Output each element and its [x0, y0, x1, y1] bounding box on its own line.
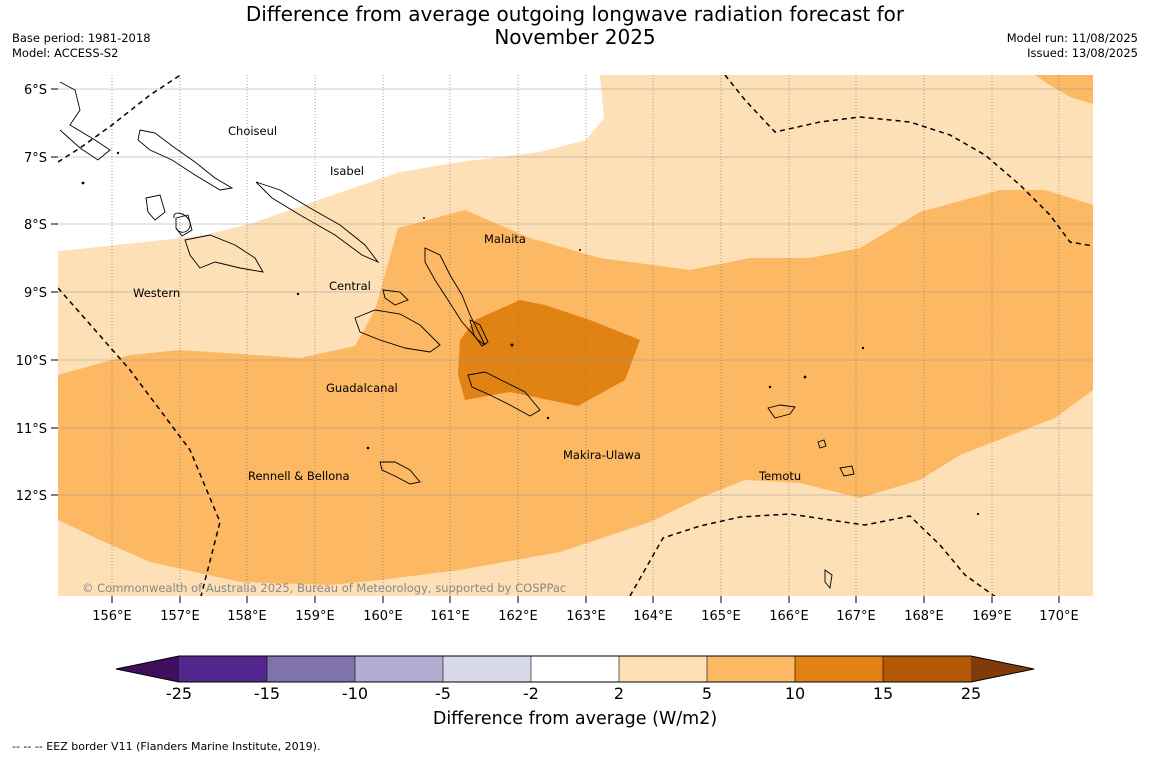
lon-label: 159°E: [295, 609, 335, 624]
small-malaita-island: [469, 319, 489, 347]
small-islets: [81, 151, 980, 516]
colorbar-segment: [795, 656, 883, 682]
latitude-ticks: [51, 88, 58, 496]
meta-left: Base period: 1981-2018 Model: ACCESS-S2: [12, 31, 151, 61]
map-plot-area: [58, 75, 1093, 596]
lat-label: 7°S: [24, 151, 47, 166]
lon-label: 157°E: [160, 609, 200, 624]
colorbar-segment: [707, 656, 795, 682]
province-labels: Choiseul Isabel Malaita Western Central …: [133, 124, 801, 483]
colorbar: [115, 655, 1035, 683]
lon-label: 166°E: [769, 609, 809, 624]
issued-date: Issued: 13/08/2025: [1027, 46, 1138, 60]
colorbar-tick-label: -5: [435, 684, 451, 703]
lon-label: 160°E: [363, 609, 403, 624]
lon-label: 162°E: [498, 609, 538, 624]
colorbar-tick-label: 25: [960, 684, 982, 703]
southern-islet: [824, 569, 833, 590]
lat-label: 6°S: [24, 83, 47, 98]
lon-label: 168°E: [904, 609, 944, 624]
anomaly-band-neutral: [58, 75, 604, 251]
colorbar-arrow-min: [116, 656, 179, 682]
florida-islands: [382, 289, 409, 306]
lon-label: 165°E: [701, 609, 741, 624]
islands: [59, 81, 855, 590]
colorbar-tick-label: 10: [784, 684, 806, 703]
colorbar-outline: [115, 655, 1035, 683]
lon-label: 163°E: [566, 609, 606, 624]
kolombangara-island: [175, 214, 193, 237]
colorbar-segment: [179, 656, 267, 682]
lon-label: 169°E: [972, 609, 1012, 624]
anomaly-patch-ne: [1035, 75, 1093, 104]
colorbar-title: Difference from average (W/m2): [432, 709, 718, 729]
lat-label: 11°S: [16, 422, 47, 437]
meta-right: Model run: 11/08/2025 Issued: 13/08/2025: [1007, 31, 1138, 61]
lat-label: 8°S: [24, 218, 47, 233]
anomaly-band-10-15: [458, 300, 640, 406]
vella-lavella-island: [145, 194, 166, 221]
colorbar-tick-label: -15: [253, 684, 281, 703]
colorbar-tick-label: -25: [165, 684, 193, 703]
lat-label: 10°S: [16, 354, 47, 369]
lon-label: 156°E: [92, 609, 132, 624]
colorbar-tick-label: 5: [701, 684, 713, 703]
province-label-rennell-bellona: Rennell & Bellona: [248, 469, 350, 483]
colorbar-segment: [355, 656, 443, 682]
chart-title: Difference from average outgoing longwav…: [0, 3, 1150, 49]
eez-legend-note: -- -- -- EEZ border V11 (Flanders Marine…: [12, 740, 321, 753]
longitude-labels: 156°E 157°E 158°E 159°E 160°E 161°E 162°…: [92, 609, 1079, 624]
lat-label: 9°S: [24, 286, 47, 301]
rennell-island: [379, 461, 421, 485]
latitude-gridlines: [58, 88, 1093, 496]
gizo-island: [173, 212, 191, 233]
longitude-ticks: [111, 596, 1060, 603]
province-label-choiseul: Choiseul: [228, 124, 277, 138]
province-label-western: Western: [133, 286, 180, 300]
province-label-guadalcanal: Guadalcanal: [326, 381, 398, 395]
lon-label: 167°E: [836, 609, 876, 624]
colorbar-tick-label: -10: [341, 684, 369, 703]
province-label-malaita: Malaita: [484, 232, 526, 246]
colorbar-arrow-max: [971, 656, 1034, 682]
colorbar-segment: [883, 656, 971, 682]
lon-label: 161°E: [430, 609, 470, 624]
colorbar-segment: [531, 656, 619, 682]
province-label-isabel: Isabel: [330, 164, 364, 178]
nendo-island: [767, 404, 796, 419]
title-line-1: Difference from average outgoing longwav…: [245, 2, 905, 26]
colorbar-segment: [619, 656, 707, 682]
lon-label: 158°E: [227, 609, 267, 624]
colorbar-tick-label: 2: [613, 684, 625, 703]
base-period: Base period: 1981-2018: [12, 31, 151, 45]
isabel-island: [255, 181, 380, 264]
latitude-labels: 6°S 7°S 8°S 9°S 10°S 11°S 12°S: [16, 83, 47, 504]
choiseul-island: [137, 129, 234, 191]
makira-island: [467, 371, 541, 417]
title-line-2: November 2025: [494, 25, 656, 49]
new-georgia-island: [184, 234, 264, 273]
lon-label: 170°E: [1039, 609, 1079, 624]
province-label-central: Central: [329, 279, 371, 293]
bougainville-island: [59, 81, 111, 161]
colorbar-segment: [267, 656, 355, 682]
colorbar-segment: [443, 656, 531, 682]
province-label-temotu: Temotu: [758, 469, 801, 483]
colorbar-tick-label: -2: [523, 684, 539, 703]
province-label-makira-ulawa: Makira-Ulawa: [563, 448, 641, 462]
guadalcanal-island: [354, 309, 441, 353]
copyright-notice: © Commonwealth of Australia 2025, Bureau…: [82, 581, 566, 595]
lon-label: 164°E: [633, 609, 673, 624]
model-run: Model run: 11/08/2025: [1006, 31, 1138, 45]
malaita-island: [424, 247, 486, 346]
utupua-island: [817, 439, 827, 449]
eez-border: [58, 75, 1093, 596]
model-name: Model: ACCESS-S2: [12, 46, 119, 60]
lat-label: 12°S: [16, 489, 47, 504]
colorbar-tick-label: 15: [872, 684, 894, 703]
vanikoro-island: [839, 465, 855, 477]
